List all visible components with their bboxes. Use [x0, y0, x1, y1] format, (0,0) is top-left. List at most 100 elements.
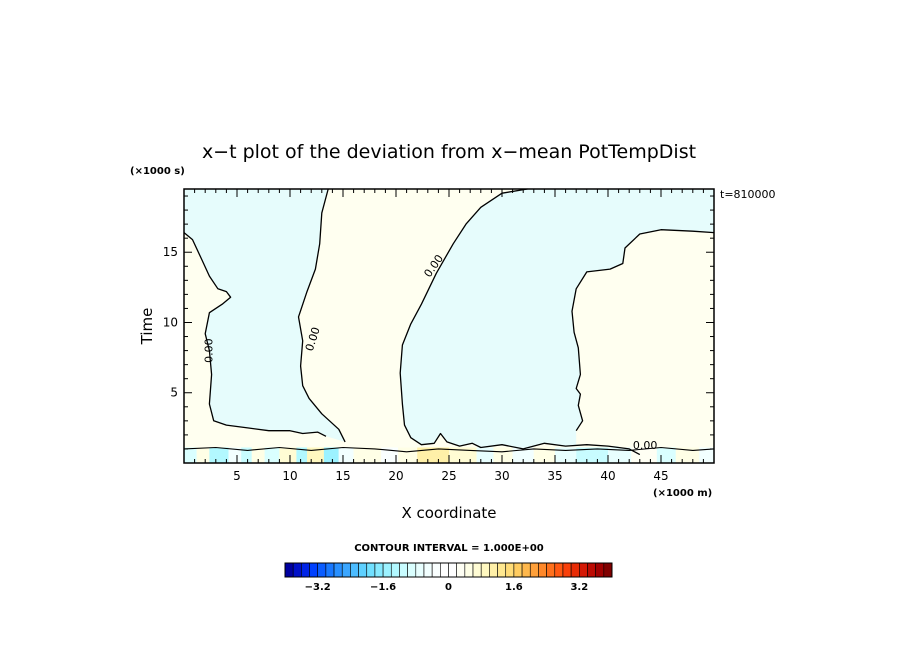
y-axis-ticks: 5 10 15 [163, 195, 714, 450]
colorbar-cell [292, 562, 302, 578]
colorbar-frame [284, 562, 613, 578]
x-tick-label: 30 [494, 469, 509, 483]
x-axis-ticks: 5 10 15 20 25 30 35 40 45 [194, 189, 704, 483]
surface-band-cell [533, 447, 555, 463]
colorbar-tick-label: 0 [445, 582, 452, 593]
x-tick-label: 10 [282, 469, 297, 483]
surface-band-cell [656, 447, 676, 463]
x-tick-label: 20 [388, 469, 403, 483]
y-tick-label: 5 [170, 386, 178, 400]
colorbar-cell [440, 562, 449, 578]
surface-band-cell [608, 447, 632, 463]
time-stamp: t=810000 [720, 188, 776, 201]
x-unit-label: (×1000 m) [653, 488, 712, 499]
colorbar-cell [448, 562, 457, 578]
colorbar-cell [309, 562, 318, 578]
colorbar-cell [603, 562, 613, 578]
colorbar-cell [578, 562, 588, 578]
colorbar-cell [374, 562, 384, 578]
surface-band-cell [296, 447, 307, 463]
colorbar-cell [546, 562, 556, 578]
surface-band-cell [417, 447, 449, 463]
colorbar-cell [390, 562, 400, 578]
colorbar-cell [513, 562, 523, 578]
surface-band-cell [264, 447, 280, 463]
x-tick-label: 5 [233, 469, 241, 483]
contour-label: 0.00 [202, 338, 215, 363]
surface-band-cell [196, 447, 210, 463]
fill-negative-left [184, 189, 346, 442]
surface-band-cell [338, 447, 354, 463]
colorbar-cell [407, 562, 417, 578]
surface-band-cell [184, 447, 197, 463]
chart-title: x−t plot of the deviation from x−mean Po… [202, 141, 696, 163]
y-axis-label: Time [138, 308, 156, 346]
contour-interval-text: CONTOUR INTERVAL = 1.000E+00 [354, 543, 544, 554]
contour-line-surface [183, 446, 715, 453]
colorbar-cell [570, 562, 580, 578]
colorbar [284, 562, 613, 578]
surface-band-cell [493, 447, 513, 463]
colorbar-cell [554, 562, 564, 578]
x-axis-label: X coordinate [401, 504, 496, 522]
colorbar-cell [521, 562, 531, 578]
colorbar-cell [333, 562, 343, 578]
zero-contours [183, 188, 715, 456]
surface-band-cell [228, 447, 242, 463]
y-unit-label: (×1000 s) [130, 166, 185, 177]
colorbar-cell [538, 562, 547, 578]
x-tick-label: 35 [547, 469, 562, 483]
colorbar-cell [505, 562, 515, 578]
surface-band-cell [576, 447, 608, 463]
colorbar-cell [587, 562, 596, 578]
colorbar-cell [341, 562, 351, 578]
contour-line [297, 188, 346, 443]
surface-band-cell [251, 447, 265, 463]
colorbar-cell [464, 562, 474, 578]
surface-band-cell [241, 447, 252, 463]
colorbar-cell [382, 562, 392, 578]
colorbar-cell [529, 562, 539, 578]
colorbar-cell [415, 562, 425, 578]
surface-band-cell [398, 447, 418, 463]
colorbar-tick-label: −3.2 [305, 582, 331, 593]
colorbar-cell [301, 562, 310, 578]
contour-line [183, 232, 327, 437]
colorbar-cell [423, 562, 433, 578]
colorbar-cell [317, 562, 327, 578]
colorbar-cell [431, 562, 441, 578]
surface-band-cell [512, 447, 534, 463]
y-tick-label: 15 [163, 245, 178, 259]
colorbar-cell [456, 562, 466, 578]
colorbar-cell [489, 562, 498, 578]
surface-band-cell [209, 447, 229, 463]
colorbar-cell [562, 562, 572, 578]
x-tick-label: 25 [441, 469, 456, 483]
x-tick-label: 45 [653, 469, 668, 483]
colorbar-cell [497, 562, 507, 578]
fill-negative-upper-right [527, 189, 714, 431]
colorbar-cell [595, 562, 605, 578]
surface-band-cell [555, 447, 577, 463]
colorbar-cell [284, 562, 294, 578]
colorbar-cell [358, 562, 368, 578]
colorbar-tick-label: 3.2 [570, 582, 588, 593]
colorbar-tick-labels: −3.2 −1.6 0 1.6 3.2 [305, 582, 589, 593]
plot-fill [184, 189, 714, 463]
colorbar-cell [480, 562, 490, 578]
colorbar-tick-label: 1.6 [505, 582, 523, 593]
contour-line [571, 229, 715, 432]
surface-band-cell [353, 447, 382, 463]
fill-positive-right [572, 229, 714, 447]
colorbar-cell [350, 562, 359, 578]
contour-label: 0.00 [633, 439, 658, 452]
colorbar-cell [399, 562, 408, 578]
contour-line [399, 188, 641, 456]
colorbar-cell [366, 562, 376, 578]
x-tick-label: 40 [600, 469, 615, 483]
y-tick-label: 10 [163, 316, 178, 330]
x-tick-label: 15 [335, 469, 350, 483]
colorbar-tick-label: −1.6 [370, 582, 396, 593]
surface-band-cell [279, 447, 297, 463]
